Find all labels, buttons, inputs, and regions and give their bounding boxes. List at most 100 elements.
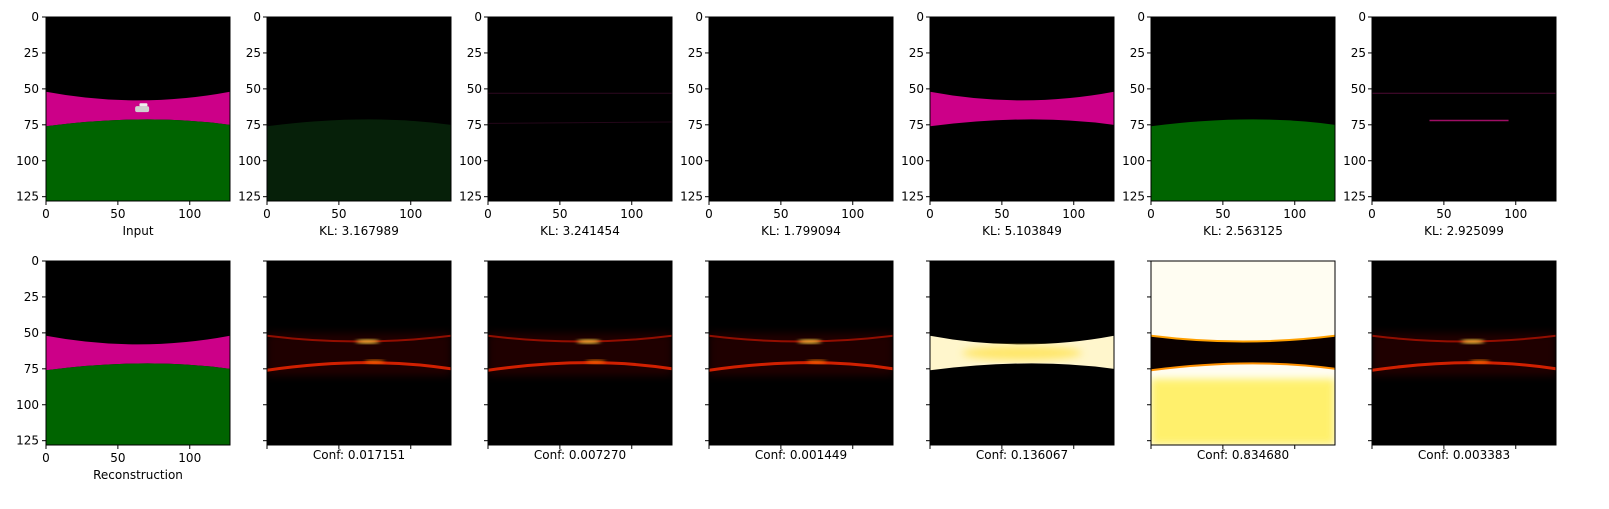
heat-edge-lower xyxy=(709,361,893,372)
panel-image xyxy=(488,17,672,201)
road-region xyxy=(46,335,230,371)
y-tick-label: 125 xyxy=(16,190,39,204)
conf-road-dark xyxy=(1151,335,1335,371)
panel-r0-c4: 0 50 100 0 25 50 75 100 125 KL: 5.103849 xyxy=(901,10,1115,238)
x-tick-label: 100 xyxy=(399,207,422,221)
y-tick-label: 50 xyxy=(909,82,924,96)
panel-frame xyxy=(487,260,673,446)
panel-r0-c2: 0 50 100 0 25 50 75 100 125 KL: 3.241454 xyxy=(459,10,673,238)
panel-label: Conf: 0.136067 xyxy=(976,448,1068,462)
y-tick-label: 0 xyxy=(1137,10,1145,24)
panel-label: Conf: 0.003383 xyxy=(1418,448,1510,462)
heat-spot xyxy=(576,339,601,344)
x-tick-label: 50 xyxy=(773,207,788,221)
heat-spot xyxy=(797,339,822,344)
heat-edge-upper xyxy=(1151,334,1335,343)
heat-haze xyxy=(1372,332,1556,376)
panel-frame xyxy=(708,260,894,446)
heat-haze xyxy=(267,332,451,376)
panel-frame xyxy=(266,16,452,202)
y-tick-label: 50 xyxy=(24,82,39,96)
y-tick-label: 100 xyxy=(1122,154,1145,168)
x-tick-label: 50 xyxy=(552,207,567,221)
y-tick-label: 25 xyxy=(467,46,482,60)
panel-r0-c6: 0 50 100 0 25 50 75 100 125 KL: 2.925099 xyxy=(1343,10,1557,238)
heat-haze xyxy=(488,332,672,376)
panel-frame xyxy=(266,260,452,446)
y-tick-label: 25 xyxy=(1351,46,1366,60)
panel-r1-c1: Conf: 0.017151 xyxy=(263,260,452,462)
panel-label: Conf: 0.001449 xyxy=(755,448,847,462)
y-tick-label: 50 xyxy=(467,82,482,96)
panel-r0-c5: 0 50 100 0 25 50 75 100 125 KL: 2.563125 xyxy=(1122,10,1336,238)
x-tick-label: 0 xyxy=(42,451,50,465)
y-tick-label: 125 xyxy=(680,190,703,204)
y-tick-label: 125 xyxy=(238,190,261,204)
y-tick-label: 75 xyxy=(1351,118,1366,132)
panel-label: KL: 2.925099 xyxy=(1424,224,1504,238)
y-tick-label: 75 xyxy=(909,118,924,132)
y-tick-label: 100 xyxy=(680,154,703,168)
grass-region xyxy=(46,119,230,201)
y-tick-label: 125 xyxy=(459,190,482,204)
heat-spot xyxy=(1460,339,1485,344)
y-tick-label: 0 xyxy=(695,10,703,24)
x-tick-label: 0 xyxy=(42,207,50,221)
x-tick-label: 100 xyxy=(1283,207,1306,221)
y-tick-label: 100 xyxy=(16,398,39,412)
panel-frame xyxy=(1150,16,1336,202)
x-tick-label: 100 xyxy=(1062,207,1085,221)
x-tick-label: 50 xyxy=(110,207,125,221)
x-tick-label: 0 xyxy=(1147,207,1155,221)
panel-label: KL: 3.241454 xyxy=(540,224,620,238)
y-tick-label: 0 xyxy=(31,10,39,24)
road-region xyxy=(930,91,1114,127)
heat-edge-lower xyxy=(1372,361,1556,372)
x-tick-label: 100 xyxy=(841,207,864,221)
panel-r1-c3: Conf: 0.001449 xyxy=(705,260,894,462)
x-tick-label: 50 xyxy=(994,207,1009,221)
faint-edge xyxy=(488,121,672,124)
grass-region xyxy=(46,363,230,445)
y-tick-label: 125 xyxy=(1122,190,1145,204)
panel-r1-c6: Conf: 0.003383 xyxy=(1368,260,1557,462)
panel-frame xyxy=(1371,260,1557,446)
heat-edge-lower xyxy=(488,361,672,372)
y-tick-label: 50 xyxy=(246,82,261,96)
x-tick-label: 100 xyxy=(1504,207,1527,221)
panel-image xyxy=(1372,17,1556,201)
panel-label: Conf: 0.834680 xyxy=(1197,448,1289,462)
x-tick-label: 100 xyxy=(178,207,201,221)
panel-label: Conf: 0.017151 xyxy=(313,448,405,462)
x-tick-label: 100 xyxy=(178,451,201,465)
y-tick-label: 25 xyxy=(24,46,39,60)
panel-r1-c5: Conf: 0.834680 xyxy=(1147,260,1336,462)
panel-label: Conf: 0.007270 xyxy=(534,448,626,462)
heat-spot xyxy=(355,339,380,344)
x-tick-label: 50 xyxy=(1436,207,1451,221)
y-tick-label: 50 xyxy=(1351,82,1366,96)
y-tick-label: 75 xyxy=(1130,118,1145,132)
heat-glow xyxy=(1151,378,1335,445)
x-tick-label: 50 xyxy=(1215,207,1230,221)
x-tick-label: 0 xyxy=(926,207,934,221)
y-tick-label: 25 xyxy=(909,46,924,60)
y-tick-label: 0 xyxy=(916,10,924,24)
y-tick-label: 0 xyxy=(253,10,261,24)
panel-frame xyxy=(45,16,231,202)
car-roof xyxy=(139,103,148,107)
heat-spot xyxy=(585,359,606,364)
panel-label: KL: 2.563125 xyxy=(1203,224,1283,238)
panel-r0-c0: 0 50 100 0 25 50 75 100 125 Input xyxy=(16,10,231,238)
panel-frame xyxy=(708,16,894,202)
x-tick-label: 50 xyxy=(110,451,125,465)
grass-region xyxy=(267,119,451,201)
panel-image xyxy=(709,17,893,201)
x-tick-label: 50 xyxy=(331,207,346,221)
heat-edge-lower xyxy=(1151,362,1335,372)
y-tick-label: 125 xyxy=(1343,190,1366,204)
x-tick-label: 0 xyxy=(705,207,713,221)
panel-frame xyxy=(1371,16,1557,202)
x-tick-label: 100 xyxy=(620,207,643,221)
y-tick-label: 75 xyxy=(246,118,261,132)
